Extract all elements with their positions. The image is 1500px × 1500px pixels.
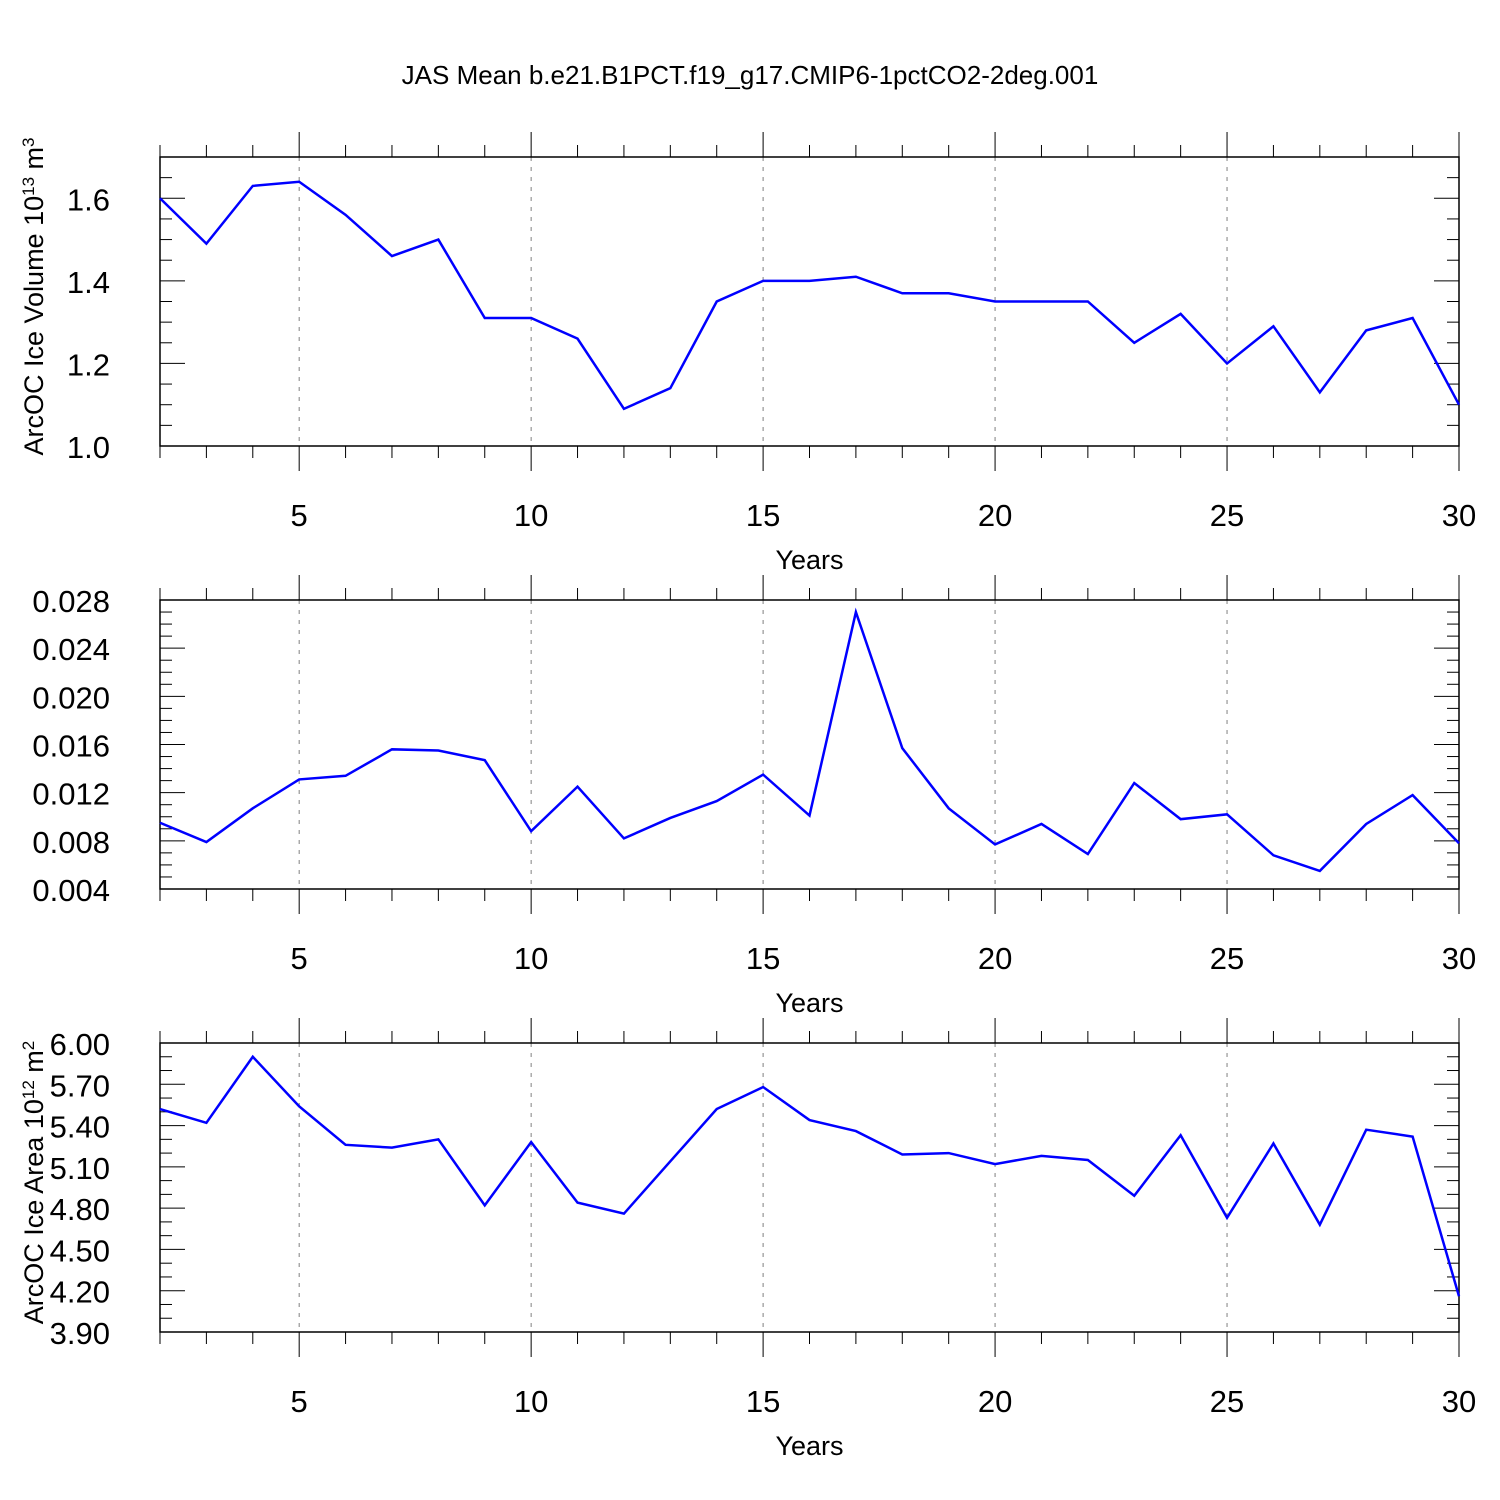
y-tick-label: 5.70 — [50, 1068, 110, 1103]
x-tick-label: 5 — [291, 941, 308, 976]
x-tick-label: 25 — [1210, 1384, 1244, 1419]
series-line — [159, 607, 1460, 873]
y-axis-label-part: m — [19, 1050, 49, 1080]
y-tick-label: 0.016 — [32, 729, 110, 764]
panel-1: 5 10 15 20 25 30 1.0 1.2 1.4 1.6 Years ArcOC Ice Vo… — [19, 132, 1476, 575]
y-axis-label-part: ArcOC Ice Volume 10 — [19, 196, 49, 456]
x-tick-label: 25 — [1210, 498, 1244, 533]
y-tick-label: 0.028 — [32, 584, 110, 619]
x-tick-label: 5 — [291, 498, 308, 533]
plot-frame — [159, 1042, 1460, 1333]
y-tick-label: 1.0 — [67, 430, 110, 465]
y-tick-label: 4.80 — [50, 1192, 110, 1227]
series-line — [159, 1054, 1461, 1297]
x-tick-label: 15 — [746, 498, 780, 533]
x-axis-label: Years — [775, 545, 843, 575]
y-tick-label: 5.40 — [50, 1110, 110, 1145]
y-tick-label: 4.50 — [50, 1233, 110, 1268]
x-tick-label: 10 — [514, 1384, 548, 1419]
x-tick-label: 10 — [514, 941, 548, 976]
y-tick-label: 1.6 — [67, 182, 110, 217]
y-tick-label: 0.020 — [32, 680, 110, 715]
x-tick-label: 30 — [1442, 498, 1476, 533]
figure-title: JAS Mean b.e21.B1PCT.f19_g17.CMIP6-1pctC… — [401, 60, 1099, 90]
y-tick-label: 3.90 — [50, 1316, 110, 1351]
panel-3: 5 10 15 20 25 30 3.90 4.20 4.50 4.80 5.10 5.40 5.70 6… — [19, 1018, 1476, 1461]
y-tick-label: 0.008 — [32, 825, 110, 860]
y-axis-label-superscript: 2 — [19, 1041, 38, 1050]
y-axis-label-superscript: 13 — [19, 177, 38, 196]
y-axis-label: ArcOC Ice Volume 1013 m3 — [19, 137, 50, 455]
x-tick-label: 15 — [746, 941, 780, 976]
x-tick-label: 30 — [1442, 1384, 1476, 1419]
y-tick-label: 6.00 — [50, 1027, 110, 1062]
y-axis-label-superscript: 3 — [19, 137, 38, 146]
series-line — [159, 180, 1461, 411]
x-axis-label: Years — [775, 1431, 843, 1461]
y-tick-label: 1.2 — [67, 347, 110, 382]
y-tick-label: 1.4 — [67, 265, 110, 300]
y-tick-label: 4.20 — [50, 1275, 110, 1310]
x-tick-label: 20 — [978, 498, 1012, 533]
x-tick-label: 10 — [514, 498, 548, 533]
x-tick-label: 20 — [978, 1384, 1012, 1419]
y-axis-label: ArcOC Ice Area 1012 m2 — [19, 1041, 50, 1325]
x-tick-label: 20 — [978, 941, 1012, 976]
x-tick-label: 15 — [746, 1384, 780, 1419]
plot-frame — [159, 156, 1460, 447]
panel-2: 5 10 15 20 25 30 0.004 0.008 0.012 0.016 0.020 0.02… — [32, 575, 1476, 1018]
x-tick-label: 5 — [291, 1384, 308, 1419]
y-tick-label: 0.012 — [32, 777, 110, 812]
x-axis-label: Years — [775, 988, 843, 1018]
y-tick-label: 0.004 — [32, 873, 110, 908]
y-axis-label-superscript: 12 — [19, 1080, 38, 1099]
y-tick-label: 0.024 — [32, 632, 110, 667]
y-axis-label-part: ArcOC Ice Area 10 — [19, 1099, 49, 1324]
x-tick-label: 25 — [1210, 941, 1244, 976]
x-tick-label: 30 — [1442, 941, 1476, 976]
y-tick-label: 5.10 — [50, 1151, 110, 1186]
y-axis-label-part: m — [19, 147, 49, 177]
